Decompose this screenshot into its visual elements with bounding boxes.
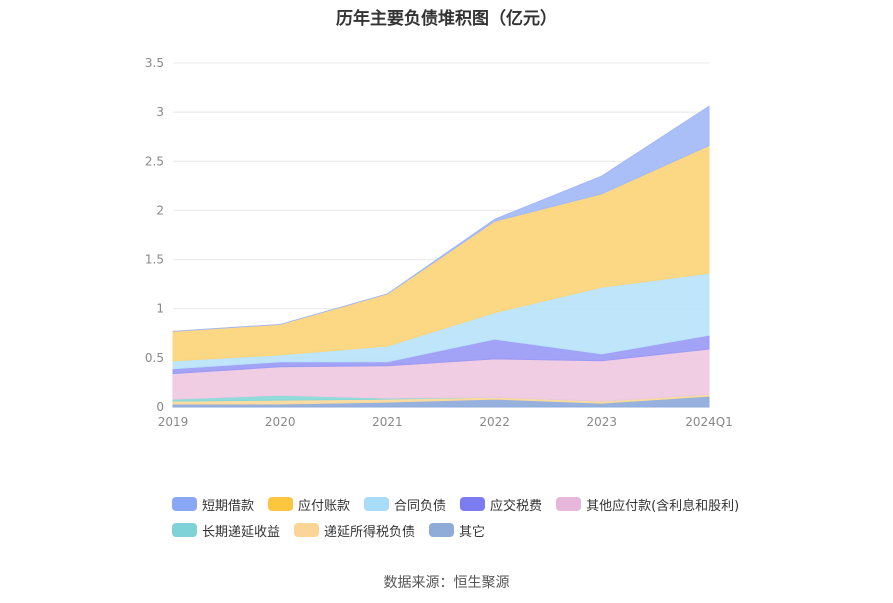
area-series xyxy=(172,105,710,408)
y-tick-label: 3 xyxy=(156,105,164,119)
legend-label: 合同负债 xyxy=(394,498,447,514)
legend-label: 短期借款 xyxy=(202,498,255,514)
y-tick-label: 0 xyxy=(156,400,164,414)
x-tick-label: 2020 xyxy=(265,415,296,429)
legend-item[interactable]: 应付账款 xyxy=(268,496,351,514)
y-tick-label: 0.5 xyxy=(145,351,164,365)
legend-swatch xyxy=(364,497,390,511)
y-tick-label: 2 xyxy=(156,203,164,217)
legend-item[interactable]: 其它 xyxy=(429,522,486,540)
chart-title: 历年主要负债堆积图（亿元） xyxy=(336,9,557,29)
x-tick-label: 2022 xyxy=(479,415,510,429)
chart-legend: 短期借款 应付账款 合同负债 应交税费 其他应付款(含利息和股利) 长期递延收益 递延所得税… xyxy=(172,496,772,540)
legend-label: 递延所得税负债 xyxy=(324,524,416,540)
legend-swatch xyxy=(172,497,197,511)
x-tick-label: 2024Q1 xyxy=(685,415,733,429)
legend-swatch xyxy=(172,523,197,537)
legend-swatch xyxy=(556,497,582,511)
legend-item[interactable]: 合同负债 xyxy=(364,496,447,514)
legend-swatch xyxy=(268,497,294,511)
x-tick-label: 2019 xyxy=(158,415,189,429)
legend-label: 应交税费 xyxy=(490,498,543,514)
data-source: 数据来源：恒生聚源 xyxy=(383,575,510,591)
y-tick-label: 1 xyxy=(156,302,164,316)
legend-swatch xyxy=(460,497,486,511)
legend-label: 长期递延收益 xyxy=(202,524,281,540)
legend-item[interactable]: 应交税费 xyxy=(460,496,543,514)
legend-label: 其它 xyxy=(459,524,486,540)
y-tick-label: 1.5 xyxy=(145,253,164,267)
legend-swatch xyxy=(294,523,320,537)
legend-item[interactable]: 其他应付款(含利息和股利) xyxy=(556,496,740,514)
legend-swatch xyxy=(429,523,455,537)
y-tick-label: 2.5 xyxy=(145,154,164,168)
legend-item[interactable]: 短期借款 xyxy=(172,496,255,514)
axes: 0 0.5 1 1.5 2 2.5 3 3.5 2019 2020 2021 2022 2023 2024… xyxy=(145,56,733,429)
x-tick-label: 2023 xyxy=(587,415,618,429)
legend-item[interactable]: 递延所得税负债 xyxy=(294,522,416,540)
area-series-7 xyxy=(172,105,710,332)
legend-label: 其他应付款(含利息和股利) xyxy=(586,498,740,514)
x-tick-label: 2021 xyxy=(372,415,403,429)
stacked-area-chart: 0 0.5 1 1.5 2 2.5 3 3.5 2019 2020 2021 2022 2023 2024… xyxy=(145,56,733,429)
legend-item[interactable]: 长期递延收益 xyxy=(172,522,281,540)
legend-label: 应付账款 xyxy=(298,498,351,514)
y-tick-label: 3.5 xyxy=(145,56,164,70)
